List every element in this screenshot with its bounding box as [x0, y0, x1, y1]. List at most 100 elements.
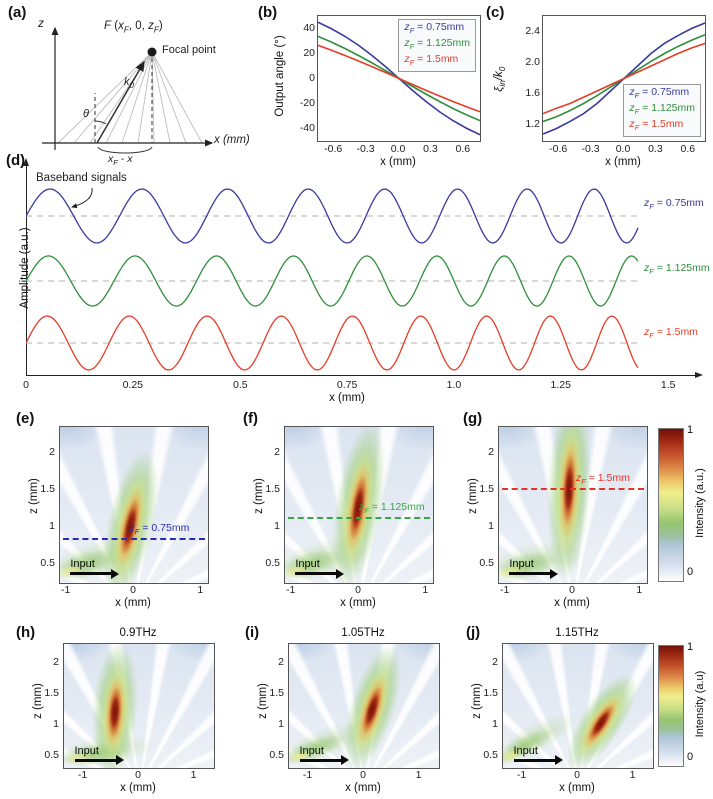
legend-entry: zF = 1.125mm [629, 101, 695, 116]
panel-label-h: (h) [16, 624, 36, 641]
g-heatmap: zF = 1.5mm Input [498, 426, 648, 584]
wave-label-15: zF = 1.5mm [644, 326, 698, 341]
c-plot-area: zF = 0.75mm zF = 1.125mm zF = 1.5mm [542, 15, 706, 142]
h-heatmap: Input [63, 643, 215, 769]
e-x-axis-title: x (mm) [115, 597, 151, 609]
colorbar-min: 0 [687, 751, 694, 763]
focal-geometry-diagram [42, 26, 214, 154]
c-legend: zF = 0.75mm zF = 1.125mm zF = 1.5mm [623, 83, 701, 137]
x-axis-label-a: x (mm) [214, 134, 250, 146]
input-label: Input [295, 558, 320, 571]
i-y-ticks: 2 1.5 1 0.5 [269, 655, 284, 761]
b-x-ticks: -0.6 -0.3 0.0 0.3 0.6 [324, 143, 471, 155]
input-arrow-icon [295, 568, 345, 579]
i-x-ticks: -1 0 1 [302, 769, 422, 781]
legend-entry: zF = 0.75mm [629, 85, 690, 100]
d-x-ticks: 0 0.25 0.5 0.75 1.0 1.25 1.5 [23, 379, 676, 391]
input-label: Input [299, 744, 324, 757]
focal-plane-label: zF = 0.75mm [129, 521, 190, 536]
d-x-axis-title: x (mm) [329, 392, 365, 404]
legend-entry: zF = 1.125mm [404, 37, 470, 52]
focal-point-dot [147, 47, 157, 57]
panel-label-f: (f) [243, 410, 258, 427]
d-x-axis [26, 375, 696, 376]
f-x-ticks: -1 0 1 [285, 584, 429, 596]
input-label: Input [513, 744, 538, 757]
c-x-axis-title: x (mm) [605, 156, 641, 168]
panel-label-a: (a) [8, 4, 27, 21]
c-y-axis-title: ξin/k0 [492, 66, 508, 92]
f-x-axis-title: x (mm) [340, 597, 376, 609]
panel-label-c: (c) [486, 4, 505, 21]
g-y-ticks: 2 1.5 1 0.5 [479, 446, 494, 570]
colorbar-efg-label: Intensity (a.u.) [694, 468, 706, 538]
colorbar-hij [658, 645, 684, 767]
j-heatmap: Input [502, 643, 654, 769]
wave-label-1125: zF = 1.125mm [644, 262, 710, 277]
theta-label: θ [83, 108, 89, 120]
panel-label-d: (d) [6, 152, 26, 169]
b-x-axis-title: x (mm) [380, 156, 416, 168]
legend-entry: zF = 1.5mm [404, 53, 459, 68]
z-axis-label: z [38, 16, 44, 30]
b-y-ticks: 40 20 0 -20 -40 [299, 21, 315, 134]
brace-label: xF - x [108, 153, 133, 168]
input-arrow-icon [70, 568, 120, 579]
g-x-axis-title: x (mm) [554, 597, 590, 609]
f-y-ticks: 2 1.5 1 0.5 [265, 446, 280, 570]
j-title: 1.15THz [555, 627, 599, 639]
colorbar-efg [658, 428, 684, 582]
panel-label-j: (j) [466, 624, 481, 641]
input-marker: Input [74, 745, 124, 766]
b-line-chart [318, 16, 480, 141]
focal-coordinates-label: F (xF, 0, zF) [104, 20, 163, 35]
input-arrow-icon [513, 755, 563, 766]
h-x-ticks: -1 0 1 [77, 769, 197, 781]
panel-label-b: (b) [258, 4, 278, 21]
k0-label: k0 [124, 76, 134, 91]
focal-point-label: Focal point [162, 44, 216, 56]
focal-plane-dashed-line [62, 537, 206, 540]
h-title: 0.9THz [119, 627, 157, 639]
colorbar-min: 0 [687, 566, 694, 578]
input-marker: Input [299, 744, 349, 766]
annotation-arrow [71, 187, 93, 209]
theta-arc [94, 120, 107, 125]
c-line-chart [543, 16, 705, 141]
panel-label-i: (i) [245, 624, 260, 641]
c-y-ticks: 2.4 2.0 1.6 1.2 [525, 24, 540, 131]
b-y-axis-title: Output angle (°) [274, 35, 286, 117]
j-x-ticks: -1 0 1 [516, 769, 636, 781]
input-marker: Input [70, 558, 120, 579]
b-plot-area: zF = 0.75mm zF = 1.125mm zF = 1.5mm [317, 15, 481, 142]
i-heatmap: Input [288, 643, 440, 769]
h-x-axis-title: x (mm) [120, 782, 156, 794]
panel-label-g: (g) [463, 410, 483, 427]
d-y-axis-arrow [23, 158, 30, 166]
legend-entry: zF = 0.75mm [404, 21, 465, 36]
baseband-annotation: Baseband signals [36, 172, 127, 184]
colorbar-max: 1 [687, 424, 694, 436]
j-y-ticks: 2 1.5 1 0.5 [483, 655, 498, 761]
focal-plane-dashed-line [287, 517, 431, 520]
input-label: Input [70, 558, 95, 571]
i-title: 1.05THz [341, 627, 385, 639]
focal-plane-label: zF = 1.125mm [359, 501, 425, 516]
input-marker: Input [295, 558, 345, 579]
i-x-axis-title: x (mm) [345, 782, 381, 794]
g-x-ticks: -1 0 1 [499, 584, 643, 596]
input-arrow-icon [74, 755, 124, 766]
wave-label-075: zF = 0.75mm [644, 197, 704, 212]
e-heatmap: zF = 0.75mm Input [59, 426, 209, 584]
panel-label-e: (e) [16, 410, 35, 427]
c-x-ticks: -0.6 -0.3 0.0 0.3 0.6 [549, 143, 696, 155]
d-y-axis [26, 166, 27, 375]
input-arrow-icon [509, 568, 559, 579]
input-marker: Input [509, 558, 559, 579]
focal-plane-dashed-line [501, 487, 645, 490]
j-x-axis-title: x (mm) [559, 782, 595, 794]
f-heatmap: zF = 1.125mm Input [284, 426, 434, 584]
brace [97, 146, 153, 154]
e-y-ticks: 2 1.5 1 0.5 [40, 446, 55, 570]
